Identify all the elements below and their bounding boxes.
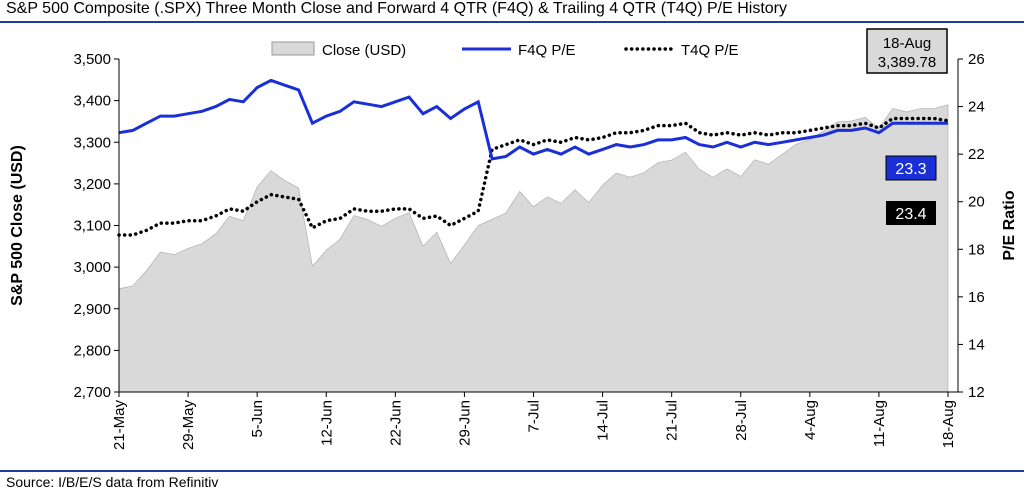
bottom-rule xyxy=(0,470,1024,472)
f4q-value-label: 23.3 xyxy=(895,161,926,178)
top-rule xyxy=(0,21,1024,23)
source-note: Source: I/B/E/S data from Refinitiv xyxy=(6,474,219,490)
f4q-value-badge xyxy=(885,155,937,181)
right-tick-label: 14 xyxy=(968,336,985,353)
left-tick-label: 3,200 xyxy=(73,176,111,193)
annotations: 18-Aug 3,389.78 23.3 23.4 xyxy=(866,28,948,225)
x-tick-label: 21-May xyxy=(111,400,128,451)
t4q-value-badge xyxy=(886,201,936,225)
right-tick-label: 20 xyxy=(968,194,985,211)
left-tick-label: 2,700 xyxy=(73,384,111,401)
t4q-value-label: 23.4 xyxy=(895,206,926,223)
x-tick-label: 21-Jul xyxy=(664,400,681,441)
x-tick-label: 29-May xyxy=(180,400,197,451)
x-tick-label: 7-Jul xyxy=(526,400,543,433)
left-tick-label: 2,800 xyxy=(73,342,111,359)
t4q-pe-line xyxy=(117,116,950,237)
left-tick-label: 3,000 xyxy=(73,259,111,276)
x-tick-label: 14-Jul xyxy=(595,400,612,441)
x-tick-label: 12-Jun xyxy=(318,400,335,446)
x-tick-label: 18-Aug xyxy=(940,400,957,448)
date-box-value: 3,389.78 xyxy=(878,54,936,71)
legend-label-f4q: F4Q P/E xyxy=(518,42,576,59)
left-tick-label: 3,300 xyxy=(73,134,111,151)
right-tick-label: 24 xyxy=(968,99,985,116)
x-tick-label: 5-Jun xyxy=(249,400,266,438)
y-axis-right-title: P/E Ratio xyxy=(1001,190,1018,260)
left-tick-label: 2,900 xyxy=(73,301,111,318)
legend-label-t4q: T4Q P/E xyxy=(681,42,739,59)
pe-line-layer xyxy=(117,78,950,237)
x-tick-label: 29-Jun xyxy=(456,400,473,446)
right-tick-label: 12 xyxy=(968,384,985,401)
x-tick-label: 4-Aug xyxy=(802,400,819,440)
close-area-layer xyxy=(118,104,949,393)
y-axis-left-title: S&P 500 Close (USD) xyxy=(9,145,26,306)
axes: 2,700 2,800 2,900 3,000 3,100 3,200 3,300 3,400… xyxy=(9,51,1018,450)
f4q-pe-line xyxy=(118,78,948,161)
right-tick-label: 16 xyxy=(968,289,985,306)
legend: Close (USD) F4Q P/E T4Q P/E xyxy=(271,41,739,59)
left-tick-label: 3,500 xyxy=(73,51,111,68)
x-tick-label: 22-Jun xyxy=(387,400,404,446)
legend-label-close: Close (USD) xyxy=(322,42,406,59)
right-tick-label: 22 xyxy=(968,146,985,163)
left-tick-label: 3,400 xyxy=(73,93,111,110)
right-tick-label: 26 xyxy=(968,51,985,68)
chart: 2,700 2,800 2,900 3,000 3,100 3,200 3,300 3,400… xyxy=(9,28,1018,450)
right-tick-label: 18 xyxy=(968,241,985,258)
chart-title: S&P 500 Composite (.SPX) Three Month Clo… xyxy=(6,0,787,17)
x-tick-label: 11-Aug xyxy=(871,400,888,447)
date-box-date: 18-Aug xyxy=(883,35,931,52)
close-area xyxy=(118,104,949,393)
legend-swatch-close xyxy=(271,41,315,56)
date-box xyxy=(866,28,948,74)
left-tick-label: 3,100 xyxy=(73,218,111,235)
x-tick-label: 28-Jul xyxy=(733,400,750,441)
